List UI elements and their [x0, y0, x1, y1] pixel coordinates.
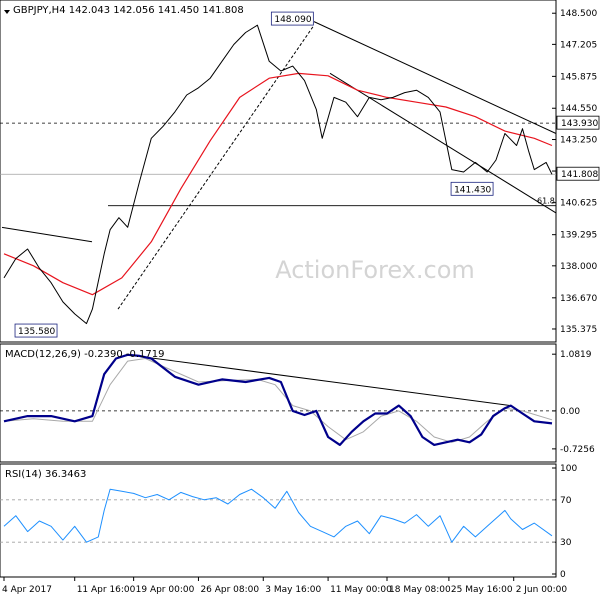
annotation-box	[270, 11, 314, 26]
price-tick-label: 143.250	[560, 136, 597, 146]
macd-panel	[0, 343, 557, 463]
rsi-tick-label: 0	[560, 570, 566, 580]
dashed-trendline	[117, 24, 315, 310]
rsi-chart: 100 70 30 0	[0, 464, 577, 580]
channel-lower-line	[329, 72, 557, 214]
annotation-box	[14, 323, 58, 338]
price-tick-label: 148.500	[560, 9, 597, 19]
price-tick-label: 135.375	[560, 325, 597, 335]
fib-label: 61.8	[537, 197, 555, 206]
trendline-early	[1, 226, 93, 243]
current-price-box	[556, 166, 600, 181]
macd-trendline	[127, 354, 511, 407]
rsi-line	[3, 488, 553, 543]
time-tick-label: 26 Apr 08:00	[200, 585, 259, 595]
time-tick-label: 25 May 16:00	[451, 585, 513, 595]
price-panel	[0, 0, 557, 343]
watermark: ActionForex.com	[275, 256, 475, 284]
price-tick-label: 138.000	[560, 262, 597, 272]
resistance-label-box	[556, 115, 600, 130]
rsi-panel	[0, 463, 557, 578]
price-line	[3, 24, 553, 325]
annotation-box	[450, 181, 494, 196]
price-tick-label: 136.670	[560, 294, 597, 304]
channel-upper-line	[313, 21, 557, 134]
macd-signal-line	[3, 358, 553, 443]
rsi-tick-label: 100	[560, 464, 577, 474]
current-price-label: 141.808	[561, 170, 598, 180]
time-tick-label: 18 May 08:00	[389, 585, 451, 595]
rsi-tick-label: 30	[560, 538, 572, 548]
time-tick-label: 4 Apr 2017	[2, 585, 52, 595]
annotation-label: 135.580	[18, 327, 55, 337]
time-tick-label: 3 May 16:00	[265, 585, 321, 595]
annotation-label: 148.090	[274, 15, 311, 25]
price-title-group: GBPJPY,H4 142.043 142.056 141.450 141.80…	[4, 5, 244, 16]
macd-title: MACD(12,26,9) -0.2390 -0.1719	[5, 349, 165, 360]
title-dropdown-icon	[4, 10, 10, 14]
macd-tick-label: -0.7256	[560, 445, 595, 455]
macd-chart: 1.0819 0.00 -0.7256	[0, 350, 595, 455]
price-tick-label: 145.875	[560, 72, 597, 82]
price-chart: 148.500147.205145.875144.550143.250141.9…	[0, 9, 600, 338]
annotation-label: 141.430	[454, 185, 491, 195]
moving-average-line	[3, 72, 553, 296]
time-axis: 4 Apr 2017 11 Apr 16:00 19 Apr 00:00 26 Apr…	[2, 577, 567, 595]
price-tick-label: 147.205	[560, 40, 597, 50]
resistance-label: 143.930	[561, 119, 598, 129]
rsi-tick-label: 70	[560, 496, 572, 506]
time-tick-label: 2 Jun 00:00	[516, 585, 568, 595]
macd-tick-label: 1.0819	[560, 350, 592, 360]
price-tick-label: 139.295	[560, 231, 597, 241]
rsi-title: RSI(14) 36.3463	[5, 469, 86, 480]
price-tick-label: 144.550	[560, 104, 597, 114]
price-tick-label: 140.625	[560, 199, 597, 209]
time-tick-label: 19 Apr 00:00	[136, 585, 195, 595]
macd-line	[3, 353, 553, 446]
macd-tick-label: 0.00	[560, 407, 580, 417]
price-title: GBPJPY,H4 142.043 142.056 141.450 141.80…	[13, 5, 244, 16]
time-tick-label: 11 Apr 16:00	[77, 585, 136, 595]
time-tick-label: 11 May 00:00	[330, 585, 392, 595]
